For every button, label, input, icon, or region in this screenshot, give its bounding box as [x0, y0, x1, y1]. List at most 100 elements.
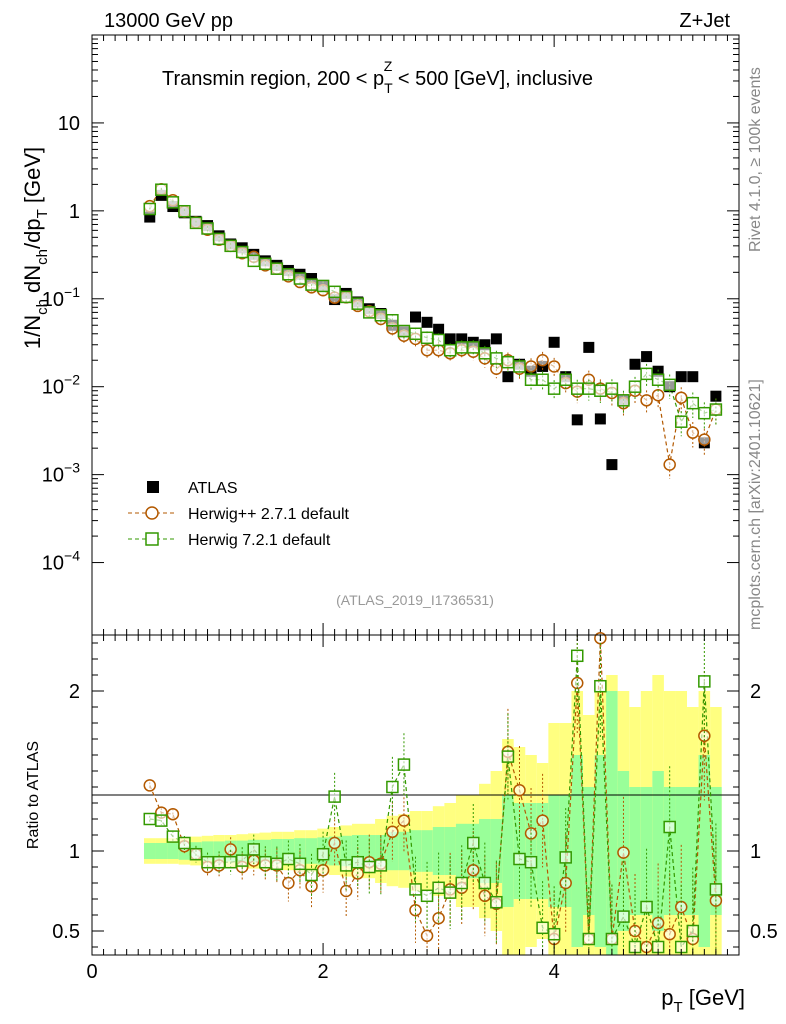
atlas-point	[421, 316, 433, 328]
atlas-point	[410, 311, 421, 323]
rivet-label: Rivet 4.1.0, ≥ 100k events	[747, 67, 764, 252]
herwig7-point	[513, 360, 526, 373]
herwig7-point	[640, 367, 653, 381]
ratio-ytick-labels: 0.5 0.5 1 1 2 2	[52, 681, 778, 943]
ratio-panel: 0.5 0.5 1 1 2 2 0 2 4 Ratio to ATLAS pT [GeV]	[25, 631, 778, 1016]
ratio-band-inner	[606, 691, 618, 955]
ratio-herwig7-point	[698, 675, 711, 688]
herwig7-point	[571, 382, 584, 395]
ratio-band-inner	[340, 835, 352, 867]
ratio-herwig7-point	[663, 820, 676, 834]
ratio-herwig7-point	[686, 924, 700, 938]
ratio-herwig7-point	[559, 851, 572, 864]
herwig7-point	[674, 415, 688, 428]
herwig7-point	[166, 196, 180, 209]
process-label: Z+Jet	[679, 10, 730, 32]
ratio-herwig7-point	[709, 883, 723, 896]
ratio-herwig7-point	[328, 790, 341, 803]
herwig7-point	[386, 313, 399, 327]
ratio-band-inner	[328, 836, 341, 866]
herwig7-point	[559, 373, 572, 386]
main-ticks	[91, 35, 740, 635]
ratio-ticks	[91, 635, 740, 955]
ratio-band-inner	[167, 843, 179, 859]
herwig7-point	[363, 306, 376, 319]
ratio-band-inner	[155, 843, 168, 859]
atlas-point	[606, 459, 618, 471]
ratio-band-inner	[351, 835, 364, 867]
legend-atlas-marker	[147, 481, 159, 493]
herwig7-point	[594, 384, 607, 397]
ratio-herwigpp-point	[513, 783, 526, 797]
ratio-herwig7-point	[420, 889, 434, 903]
ratio-band-inner	[236, 840, 248, 862]
main-panel: 10 1 10−1 10−2 10−3 10−4 Transmin region, 200…	[20, 34, 740, 636]
ratio-herwig7-point	[247, 843, 260, 856]
herwig7-point	[201, 222, 214, 235]
ratio-herwig7-point	[524, 855, 538, 869]
herwig7-point	[143, 202, 157, 216]
ratio-herwig7-point	[178, 836, 191, 850]
herwig7-point	[709, 403, 723, 416]
herwigpp-point	[547, 360, 561, 373]
herwig7-point	[178, 204, 191, 218]
ratio-herwig7-point	[339, 859, 353, 872]
main-herwigpp-line	[149, 188, 717, 465]
ratio-band-inner	[432, 827, 445, 875]
herwig7-point	[547, 382, 561, 395]
main-ytick-label: 10−3	[42, 460, 80, 487]
ratio-band-inner	[548, 795, 560, 907]
herwig7-point	[305, 278, 318, 291]
herwig7-point	[686, 396, 700, 410]
ratio-herwig7-point	[212, 855, 226, 869]
ratio-herwig7-point	[594, 679, 607, 693]
ratio-herwig7-point	[432, 881, 445, 895]
ratio-band-inner	[675, 787, 688, 915]
ratio-herwig7-point	[582, 932, 596, 946]
atlas-point	[433, 323, 445, 335]
atlas-point	[629, 358, 641, 370]
herwigpp-point	[524, 360, 538, 373]
ratio-herwig7-point	[316, 847, 330, 861]
ratio-band-inner	[467, 823, 480, 879]
herwig7-point	[351, 297, 364, 310]
ratio-herwig7-point	[201, 855, 214, 869]
ratio-herwig7-point	[282, 852, 295, 866]
main-ytick-label: 10−1	[42, 284, 80, 311]
atlas-point	[479, 339, 491, 351]
herwig7-point	[420, 331, 434, 345]
herwigpp-point	[536, 353, 549, 367]
reference-label: (ATLAS_2019_I1736531)	[336, 592, 494, 608]
herwig7-point	[189, 216, 203, 230]
legend-herwigpp-label: Herwig++ 2.7.1 default	[188, 506, 350, 523]
ratio-herwigpp-point	[559, 876, 572, 890]
ratio-herwigpp-point	[467, 863, 480, 877]
herwig7-point	[224, 239, 237, 253]
ratio-herwig7-point	[617, 910, 630, 923]
ratio-band-inner	[282, 839, 295, 863]
legend-atlas-label: ATLAS	[188, 480, 238, 497]
main-ytick-label: 10	[58, 113, 80, 135]
ratio-band-inner	[583, 787, 595, 915]
ratio-herwig7-point	[409, 883, 422, 896]
ratio-herwig7-point	[374, 859, 388, 872]
legend-herwig7-marker	[145, 532, 159, 546]
ratio-data-marks	[143, 631, 723, 955]
energy-label: 13000 GeV pp	[104, 10, 233, 32]
ratio-herwig7-point	[467, 836, 480, 850]
xtick-label: 0	[86, 961, 97, 983]
atlas-point	[456, 333, 468, 345]
ratio-herwigpp-point	[282, 876, 295, 890]
ratio-herwig7-point	[143, 812, 157, 826]
ratio-herwig7-point	[605, 932, 619, 946]
plot-title: Transmin region, 200 < pTZ < 500 [GeV], …	[162, 58, 593, 96]
herwig7-point	[212, 232, 226, 246]
main-ytick-label: 1	[69, 201, 80, 223]
ratio-ytick-label-left: 2	[69, 681, 80, 703]
ratio-band-inner	[652, 771, 664, 931]
herwigpp-point	[420, 343, 434, 357]
atlas-point	[641, 351, 653, 363]
main-data-marks	[143, 183, 723, 479]
ratio-band-inner	[687, 787, 699, 915]
